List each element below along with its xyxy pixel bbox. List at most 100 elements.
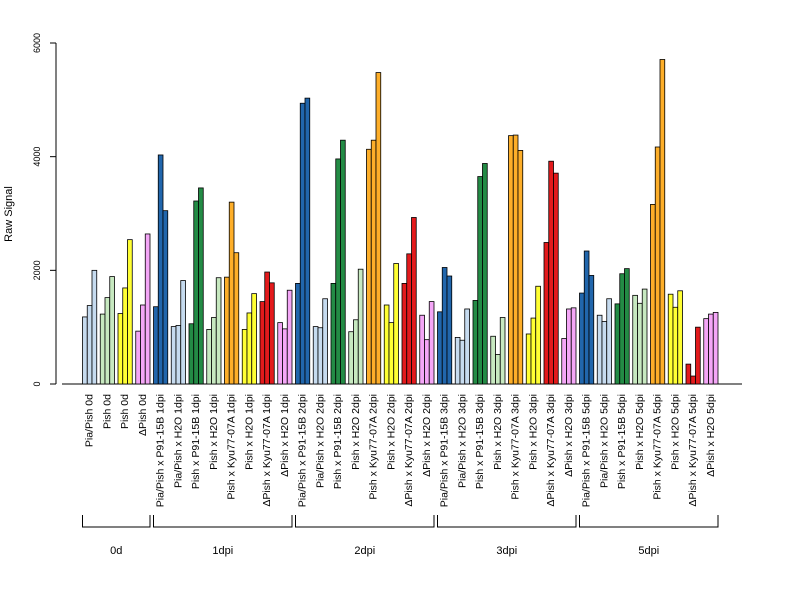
- bar: [419, 314, 425, 385]
- bar: [264, 271, 270, 385]
- x-tick-label: Pia/Pish 0d: [84, 394, 96, 447]
- bar: [659, 59, 666, 385]
- y-axis: 0 2000 4000 6000: [32, 33, 57, 387]
- bar: [561, 338, 567, 385]
- bar: [708, 313, 714, 385]
- bar: [215, 277, 222, 385]
- bar: [672, 306, 679, 385]
- bar: [632, 294, 638, 385]
- x-tick-label: ΔPish x Kyu77-07A 5dpi: [687, 394, 699, 507]
- bar: [127, 239, 133, 385]
- bar: [82, 316, 88, 385]
- x-tick-label: Pish x H2O 5dpi: [634, 394, 646, 470]
- bar: [454, 336, 461, 385]
- bar: [566, 308, 572, 385]
- bar: [259, 301, 266, 385]
- x-tick-label: ΔPish x H2O 1dpi: [279, 394, 291, 477]
- bar: [251, 293, 257, 385]
- bar: [99, 313, 106, 385]
- bar: [286, 289, 293, 385]
- x-tick-label: Pish 0d: [119, 394, 131, 429]
- x-tick-label: Pish x Kyu77-07A 2dpi: [368, 394, 380, 500]
- bar: [588, 275, 595, 385]
- bar: [596, 314, 603, 385]
- bar: [335, 158, 341, 385]
- bar: [383, 304, 390, 385]
- group-label: 3dpi: [496, 545, 517, 557]
- y-tick-label: 6000: [32, 33, 42, 53]
- bar: [712, 311, 719, 385]
- bar: [619, 273, 625, 385]
- x-tick-label: Pish x P91-15B 1dpi: [190, 394, 202, 489]
- bar: [406, 253, 412, 385]
- bar: [690, 375, 696, 385]
- bar: [388, 322, 395, 385]
- bar: [241, 329, 248, 385]
- x-tick-label: ΔPish x Kyu77-07A 2dpi: [403, 394, 415, 507]
- bar: [548, 160, 554, 385]
- bar: [233, 252, 240, 385]
- bar: [667, 293, 674, 385]
- group-label: 1dpi: [212, 545, 233, 557]
- x-tick-label: Pia/Pish x H2O 2dpi: [314, 394, 326, 488]
- bar: [428, 301, 435, 385]
- bar: [508, 135, 514, 385]
- x-tick-label: Pish x Kyu77-07A 5dpi: [652, 394, 664, 500]
- bar: [277, 322, 283, 385]
- y-axis-label: Raw Signal: [3, 186, 15, 242]
- bar: [437, 311, 443, 385]
- x-tick-label: ΔPish x Kyu77-07A 3dpi: [545, 394, 557, 507]
- x-tick-label: Pish x H2O 1dpi: [243, 394, 255, 470]
- bar: [330, 283, 337, 385]
- bar: [228, 201, 235, 385]
- x-tick-label: Pia/Pish x H2O 3dpi: [456, 394, 468, 488]
- bar: [157, 154, 164, 385]
- x-tick-label: Pish x H2O 2dpi: [385, 394, 397, 470]
- bar: [579, 292, 585, 385]
- bar: [446, 275, 453, 385]
- bar: [570, 307, 577, 385]
- x-tick-label: Pish x H2O 3dpi: [527, 394, 539, 470]
- x-tick-label: Pia/Pish x P91-15B 1dpi: [155, 394, 167, 507]
- bar: [357, 268, 364, 385]
- bar: [459, 339, 466, 385]
- bar: [535, 285, 541, 385]
- x-tick-label: ΔPish 0d: [137, 394, 149, 436]
- bar: [695, 326, 701, 385]
- x-tick-label: Pia/Pish x P91-15B 5dpi: [581, 394, 593, 507]
- group-bracket: [82, 515, 151, 528]
- x-tick-label: Pish x Kyu77-07A 1dpi: [226, 394, 238, 500]
- group-label: 0d: [110, 545, 122, 557]
- x-tick-label: Pish 0d: [101, 394, 113, 429]
- bar: [211, 317, 217, 385]
- bar: [198, 187, 204, 385]
- y-tick-label: 4000: [32, 147, 42, 167]
- bar: [299, 102, 306, 385]
- x-tick-label: Pia/Pish x H2O 5dpi: [598, 394, 610, 488]
- bar: [637, 302, 643, 385]
- x-tick-label: Pish x H2O 2dpi: [350, 394, 362, 470]
- bar: [512, 134, 519, 385]
- bar: [441, 267, 448, 385]
- bar: [144, 233, 151, 385]
- bar: [140, 304, 146, 385]
- bar: [614, 303, 621, 385]
- y-tick-label: 2000: [32, 260, 42, 280]
- bar: [246, 312, 253, 385]
- x-tick-label: Pish x P91-15B 5dpi: [616, 394, 628, 489]
- bar: [170, 326, 177, 385]
- bar: [490, 335, 496, 385]
- bar: [477, 176, 483, 385]
- x-tick-label: Pish x P91-15B 3dpi: [474, 394, 486, 489]
- group-label: 5dpi: [638, 545, 659, 557]
- y-tick-label: 0: [32, 381, 42, 386]
- x-tick-label: ΔPish x H2O 5dpi: [705, 394, 717, 477]
- bar: [583, 250, 590, 385]
- bar: [472, 300, 479, 385]
- bar: [641, 288, 648, 385]
- bar: [206, 329, 212, 385]
- bar: [606, 298, 612, 385]
- bar: [624, 268, 630, 385]
- bar: [193, 200, 199, 385]
